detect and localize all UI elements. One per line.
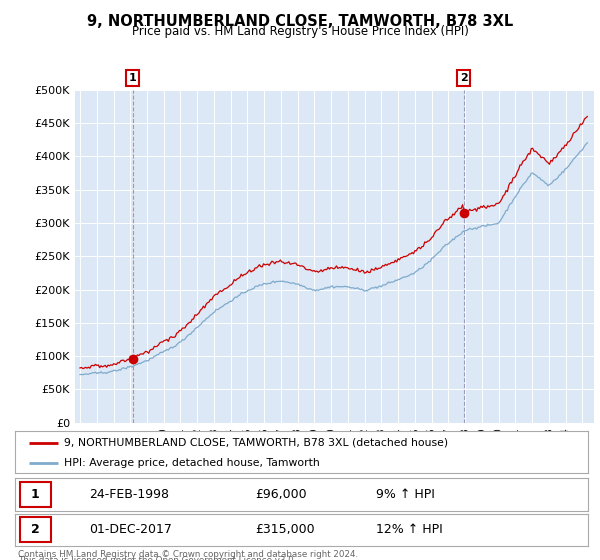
Text: 9, NORTHUMBERLAND CLOSE, TAMWORTH, B78 3XL (detached house): 9, NORTHUMBERLAND CLOSE, TAMWORTH, B78 3…: [64, 438, 448, 448]
Text: This data is licensed under the Open Government Licence v3.0.: This data is licensed under the Open Gov…: [18, 556, 296, 560]
Text: Price paid vs. HM Land Registry's House Price Index (HPI): Price paid vs. HM Land Registry's House …: [131, 25, 469, 38]
Text: £315,000: £315,000: [256, 523, 315, 536]
Text: 1: 1: [31, 488, 40, 501]
Bar: [20, 482, 51, 507]
Text: £96,000: £96,000: [256, 488, 307, 501]
Text: 12% ↑ HPI: 12% ↑ HPI: [376, 523, 443, 536]
Text: 01-DEC-2017: 01-DEC-2017: [89, 523, 172, 536]
Text: 2: 2: [31, 523, 40, 536]
Text: 1: 1: [129, 73, 137, 83]
Text: 24-FEB-1998: 24-FEB-1998: [89, 488, 169, 501]
Text: HPI: Average price, detached house, Tamworth: HPI: Average price, detached house, Tamw…: [64, 458, 319, 468]
Text: 9, NORTHUMBERLAND CLOSE, TAMWORTH, B78 3XL: 9, NORTHUMBERLAND CLOSE, TAMWORTH, B78 3…: [87, 14, 513, 29]
Bar: [20, 517, 51, 542]
Text: 2: 2: [460, 73, 467, 83]
Text: 9% ↑ HPI: 9% ↑ HPI: [376, 488, 435, 501]
Text: Contains HM Land Registry data © Crown copyright and database right 2024.: Contains HM Land Registry data © Crown c…: [18, 550, 358, 559]
